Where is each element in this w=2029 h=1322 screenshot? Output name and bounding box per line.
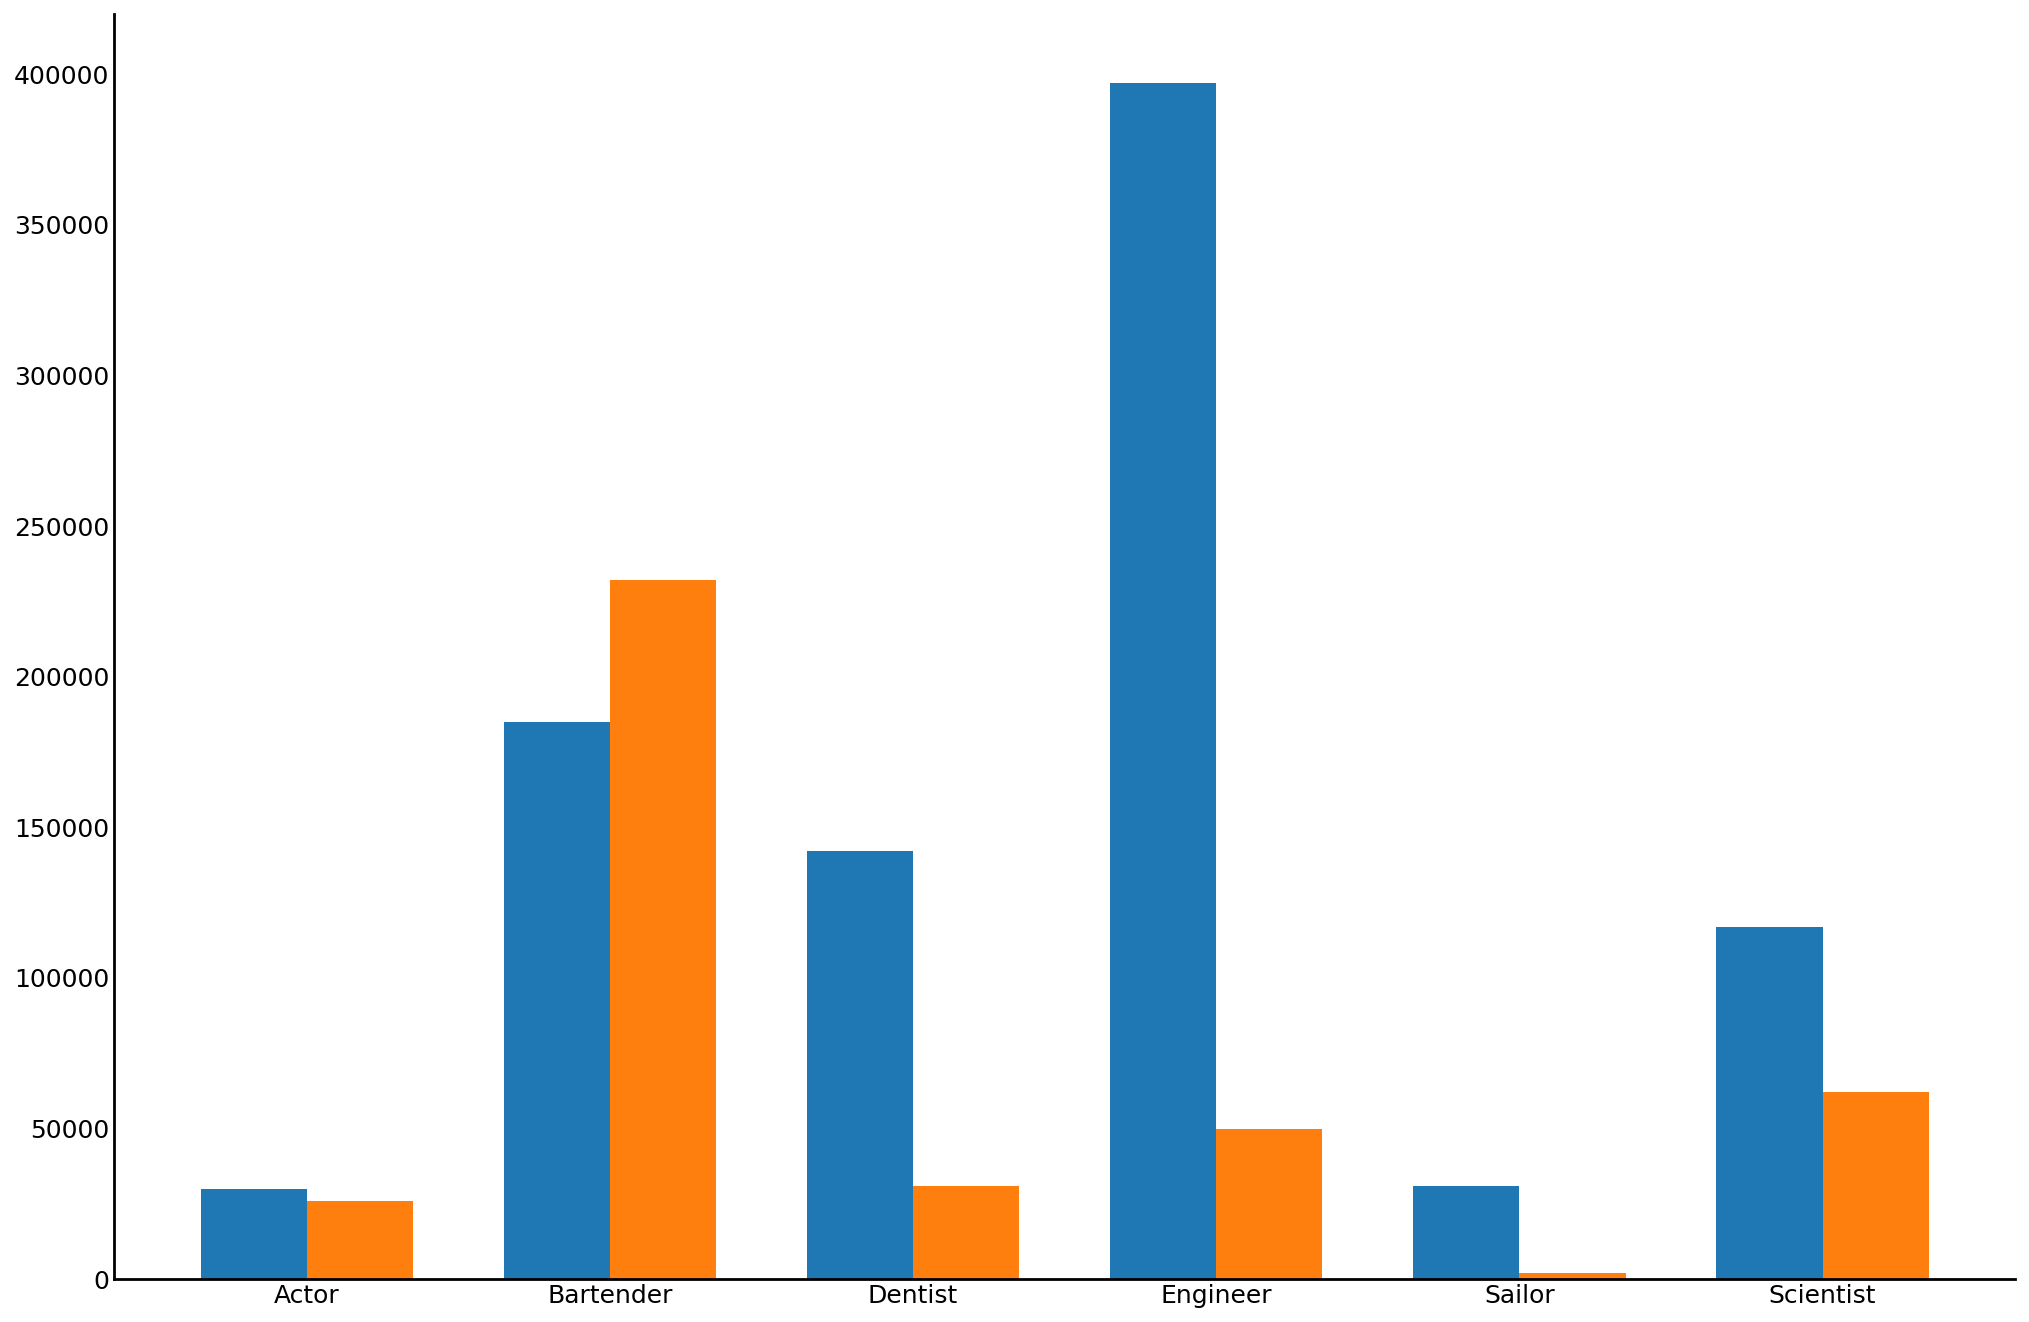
Bar [1717,927,1822,1280]
Bar [306,1200,412,1280]
Bar [1414,1186,1520,1280]
Bar [1215,1129,1323,1280]
Bar [201,1188,306,1280]
Bar [503,722,611,1280]
Bar [1110,83,1215,1280]
Bar [1822,1092,1930,1280]
Bar [913,1186,1019,1280]
Bar [808,851,913,1280]
Bar [1520,1273,1625,1280]
Bar [611,580,716,1280]
